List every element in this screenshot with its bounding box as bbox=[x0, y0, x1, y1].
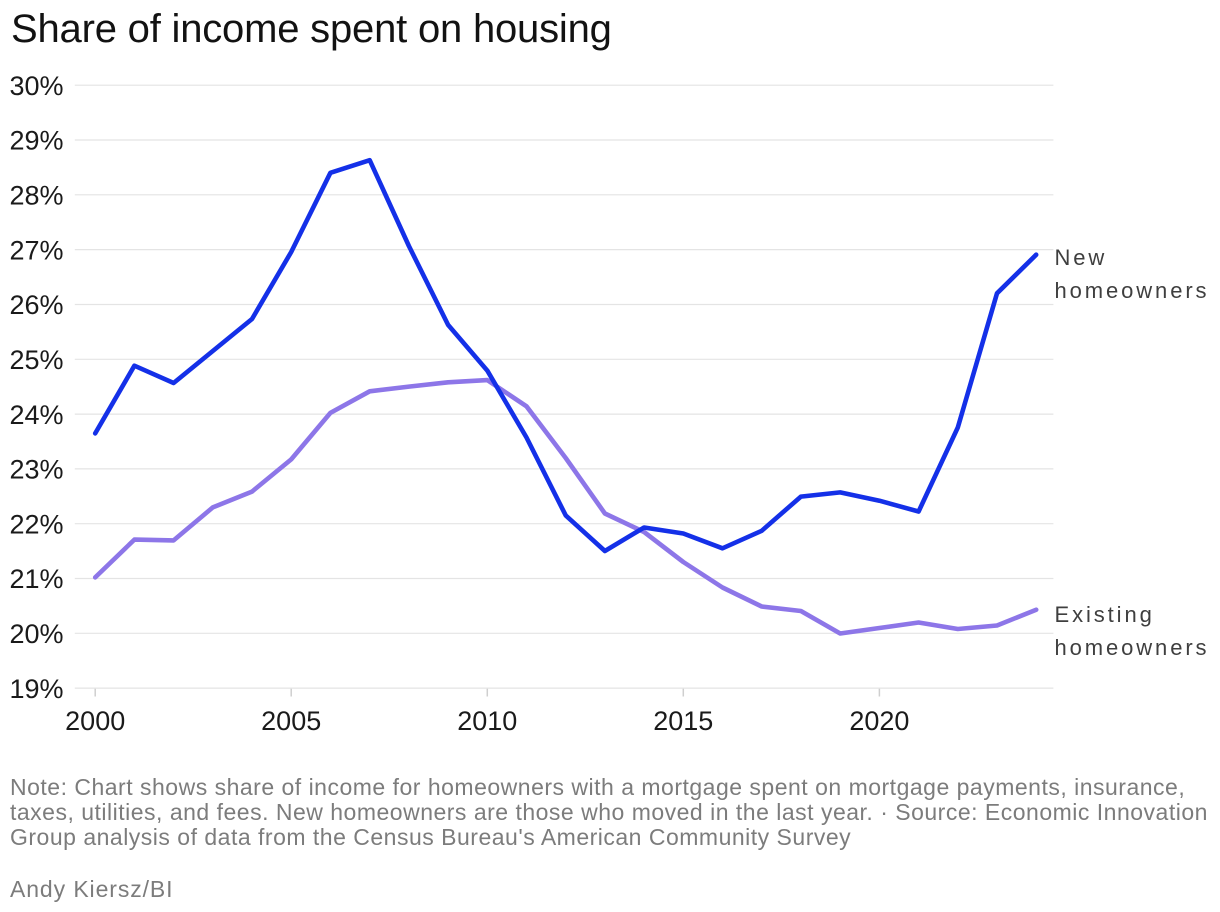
svg-text:22%: 22% bbox=[9, 509, 63, 539]
svg-text:29%: 29% bbox=[9, 126, 63, 156]
svg-text:New: New bbox=[1055, 245, 1108, 270]
svg-text:19%: 19% bbox=[9, 674, 63, 704]
svg-text:2010: 2010 bbox=[457, 706, 517, 736]
svg-text:21%: 21% bbox=[9, 564, 63, 594]
svg-text:homeowners: homeowners bbox=[1055, 278, 1210, 303]
svg-text:30%: 30% bbox=[9, 71, 63, 101]
svg-text:2000: 2000 bbox=[65, 706, 125, 736]
svg-text:2005: 2005 bbox=[261, 706, 321, 736]
svg-text:2020: 2020 bbox=[849, 706, 909, 736]
svg-text:23%: 23% bbox=[9, 455, 63, 485]
svg-text:24%: 24% bbox=[9, 400, 63, 430]
svg-text:25%: 25% bbox=[9, 345, 63, 375]
svg-text:20%: 20% bbox=[9, 619, 63, 649]
svg-text:28%: 28% bbox=[9, 181, 63, 211]
svg-text:2015: 2015 bbox=[653, 706, 713, 736]
svg-text:homeowners: homeowners bbox=[1055, 635, 1210, 660]
svg-text:27%: 27% bbox=[9, 235, 63, 265]
svg-text:26%: 26% bbox=[9, 290, 63, 320]
svg-text:Existing: Existing bbox=[1055, 602, 1155, 627]
